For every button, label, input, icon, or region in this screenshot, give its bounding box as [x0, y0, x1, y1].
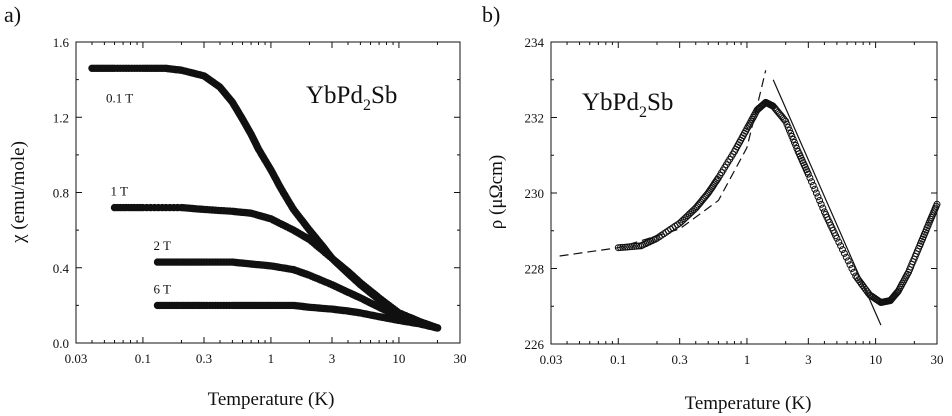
panel-b-data-point-dense: [842, 253, 850, 261]
panel-b-data-point-dense: [817, 200, 825, 208]
panel-a: a) YbPd2Sb Temperature (K) χ (emu/mole) …: [4, 2, 467, 410]
panel-b-data-point-dense: [840, 249, 848, 257]
panel-b-data-point-dense: [617, 244, 624, 251]
panel-a-data-point: [433, 324, 442, 332]
panel-b-data-point-dense: [837, 242, 845, 250]
panel-b-compound-main: YbPd: [582, 89, 639, 116]
panel-b-data-point-dense: [630, 242, 638, 250]
panel-a-axes: 0.03 0.1 0.3 1 3 10 30 0.0 0.4 0.8 1.2 1.6: [53, 35, 467, 366]
panel-a-plot-frame: [75, 41, 461, 344]
panel-b-data-point-dense: [785, 126, 793, 134]
panel-b-data-point-dense: [848, 265, 856, 272]
panel-b-data-point: [804, 170, 812, 178]
panel-b-x-tick-label: 0.3: [672, 352, 688, 367]
panel-a-x-axis-title: Temperature (K): [208, 389, 335, 410]
panel-b-data-point-dense: [623, 243, 631, 251]
panel-b-data-point-dense: [839, 246, 846, 254]
panel-a-y-tick-label: 1.6: [53, 35, 70, 50]
panel-b-data-point-dense: [816, 197, 824, 204]
panel-a-x-tick-label: 0.3: [196, 351, 212, 366]
panel-b-y-axis-title: ρ (μΩcm): [486, 155, 507, 229]
panel-b-data-point-dense: [846, 261, 854, 269]
panel-a-x-tick-label: 0.03: [65, 351, 88, 366]
panel-b-data-point-dense: [792, 141, 800, 149]
panel-b-y-tick-label: 234: [525, 35, 545, 50]
panel-a-y-axis-title: χ (emu/mole): [8, 141, 29, 244]
panel-b-data-point-dense: [621, 243, 629, 251]
panel-b-series-1: [614, 98, 941, 306]
panel-b-marks: [559, 70, 941, 326]
panel-b-x-tick-label: 1: [744, 352, 751, 367]
panel-b-x-tick-label: 0.03: [540, 352, 563, 367]
panel-b-x-tick-label: 10: [869, 352, 882, 367]
panel-a-x-tick-label: 10: [392, 351, 405, 366]
panel-a-x-tick-label: 3: [329, 351, 336, 366]
panel-b-data-point-dense: [806, 174, 814, 182]
panel-b-data-point: [933, 200, 941, 208]
panel-a-compound-sub: 2: [363, 97, 371, 114]
panel-a-series-label: 6 T: [154, 281, 172, 296]
panel-b-y-tick-label: 232: [525, 111, 545, 126]
panel-a-compound-main: YbPd: [306, 82, 363, 109]
panel-a-y-tick-label: 1.2: [53, 110, 69, 125]
panel-b-data-point-dense: [809, 182, 817, 189]
panel-b-compound-sub: 2: [639, 104, 647, 121]
panel-b-data-point-dense: [819, 204, 827, 212]
panel-a-x-tick-label: 30: [454, 351, 467, 366]
panel-a-series-label: 0.1 T: [106, 90, 133, 105]
panel-b-x-tick-label: 3: [805, 352, 812, 367]
panel-a-y-tick-label: 0.8: [53, 186, 69, 201]
panel-b-compound-tail: Sb: [647, 89, 673, 116]
panel-a-series-label: 2 T: [154, 238, 172, 253]
panel-b-y-tick-label: 230: [525, 186, 545, 201]
panel-a-series-label: 1 T: [111, 184, 129, 199]
panel-a-y-tick-label: 0.0: [53, 336, 69, 351]
panel-b-data-point-dense: [835, 238, 843, 246]
panel-b: b) YbPd2Sb Temperature (K) ρ (μΩcm) 0.03…: [482, 2, 944, 414]
panel-b-x-axis-title: Temperature (K): [685, 393, 812, 414]
panel-b-data-point-dense: [628, 243, 636, 251]
panel-b-data-point-dense: [812, 189, 820, 197]
panel-b-axes: 0.03 0.1 0.3 1 3 10 30 226 228 230 232 234: [525, 35, 944, 367]
panel-b-y-tick-label: 226: [525, 337, 545, 352]
panel-b-data-point-dense: [844, 257, 852, 265]
panel-b-data-point-dense: [850, 268, 858, 276]
panel-a-y-tick-label: 0.4: [53, 261, 70, 276]
panel-b-x-tick-label: 0.1: [610, 352, 626, 367]
panel-b-x-tick-label: 30: [931, 352, 944, 367]
panel-b-y-tick-label: 228: [525, 262, 545, 277]
panel-b-data-point-dense: [619, 243, 627, 251]
panel-b-data-point: [614, 244, 622, 252]
panel-a-x-tick-label: 0.1: [135, 351, 151, 366]
panel-b-data-point-dense: [811, 185, 819, 193]
panel-a-compound-annotation: YbPd2Sb: [306, 82, 397, 114]
panel-b-data-point: [833, 234, 841, 242]
panel-b-data-point-dense: [814, 193, 822, 201]
panel-b-compound-annotation: YbPd2Sb: [582, 89, 673, 121]
panel-b-label: b): [482, 2, 500, 27]
panel-a-marks: 0.1 T 1 T 2 T 6 T: [88, 64, 442, 332]
panel-b-data-point-dense: [808, 178, 815, 186]
panel-a-label: a): [4, 2, 21, 27]
panel-a-x-tick-label: 1: [268, 351, 275, 366]
panel-a-compound-tail: Sb: [371, 82, 397, 109]
panel-a-series-4: 6 T: [154, 281, 442, 332]
panel-b-data-point-dense: [626, 243, 634, 251]
